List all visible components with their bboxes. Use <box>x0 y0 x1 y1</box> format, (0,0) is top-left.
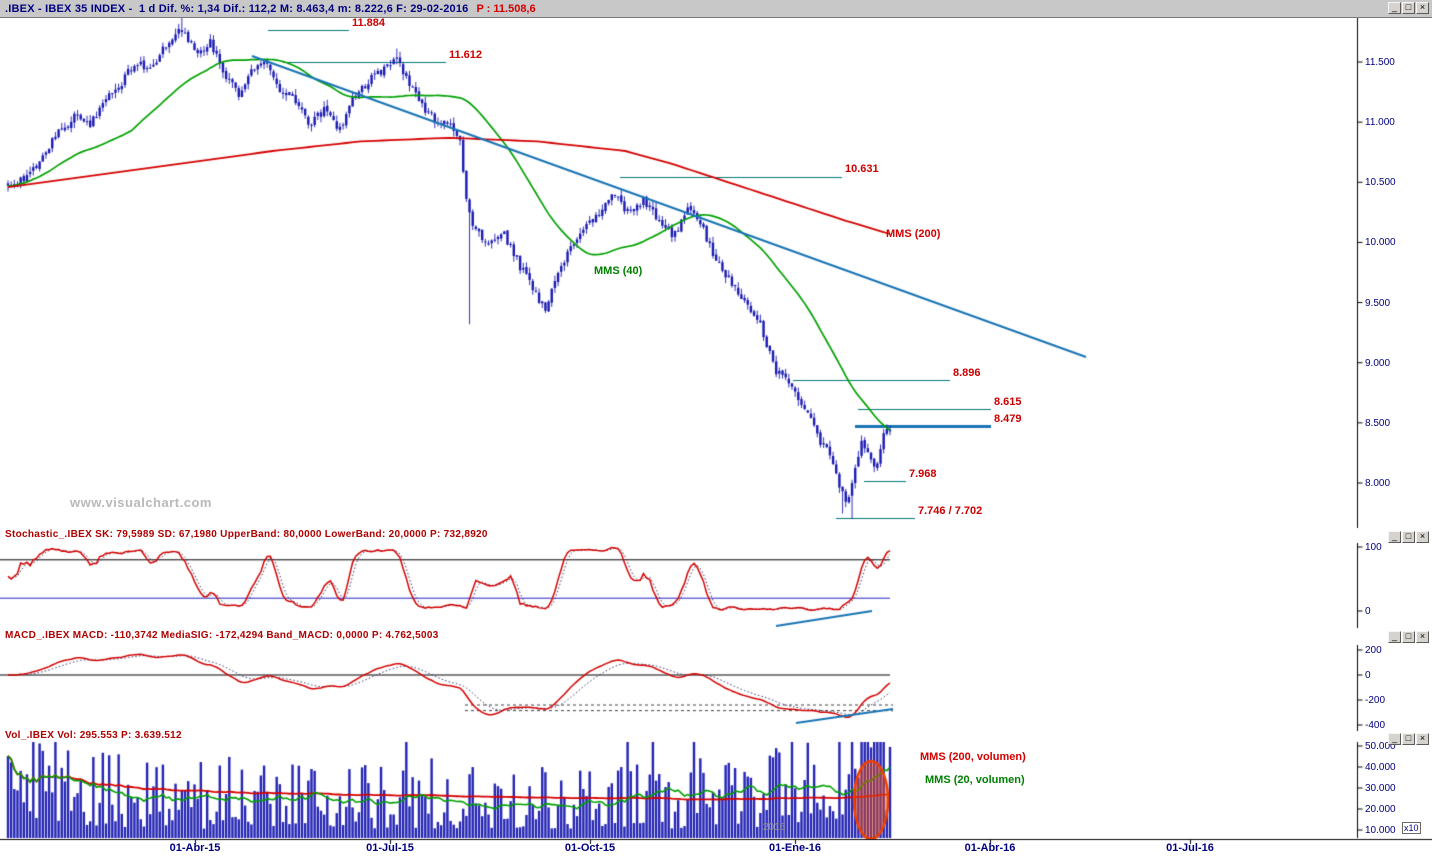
macd-panel-close-button[interactable]: × <box>1416 631 1429 643</box>
macd-panel-window-controls: _ □ × <box>1388 631 1429 643</box>
macd-panel-minimize-button[interactable]: _ <box>1388 631 1401 643</box>
macd-panel-maximize-button[interactable]: □ <box>1402 631 1415 643</box>
stochastic-panel-minimize-button[interactable]: _ <box>1388 531 1401 543</box>
watermark: www.visualchart.com <box>70 495 212 510</box>
volume-header: Vol_.IBEX Vol: 295.553 P: 3.639.512 <box>5 730 182 741</box>
main-window-minimize-button[interactable]: _ <box>1388 2 1401 14</box>
chart-canvas[interactable] <box>0 18 1432 857</box>
main-window-maximize-button[interactable]: □ <box>1402 2 1415 14</box>
stochastic-panel-window-controls: _ □ × <box>1388 531 1429 543</box>
macd-header: MACD_.IBEX MACD: -110,3742 MediaSIG: -17… <box>5 630 439 641</box>
main-window-close-button[interactable]: × <box>1416 2 1429 14</box>
main-window-window-controls: _ □ × <box>1388 2 1429 14</box>
stochastic-panel-close-button[interactable]: × <box>1416 531 1429 543</box>
main-titlebar[interactable]: .IBEX - IBEX 35 INDEX - 1 d Dif. %: 1,34… <box>0 0 1432 18</box>
stochastic-panel-maximize-button[interactable]: □ <box>1402 531 1415 543</box>
volume-panel-window-controls: _ □ × <box>1388 733 1429 745</box>
volume-panel-close-button[interactable]: × <box>1416 733 1429 745</box>
volume-panel-minimize-button[interactable]: _ <box>1388 733 1401 745</box>
window-title-last-price: P : 11.508,6 <box>476 2 536 15</box>
window-title: .IBEX - IBEX 35 INDEX - 1 d Dif. %: 1,34… <box>5 2 469 15</box>
stochastic-header: Stochastic_.IBEX SK: 79,5989 SD: 67,1980… <box>5 529 488 540</box>
volume-panel-maximize-button[interactable]: □ <box>1402 733 1415 745</box>
